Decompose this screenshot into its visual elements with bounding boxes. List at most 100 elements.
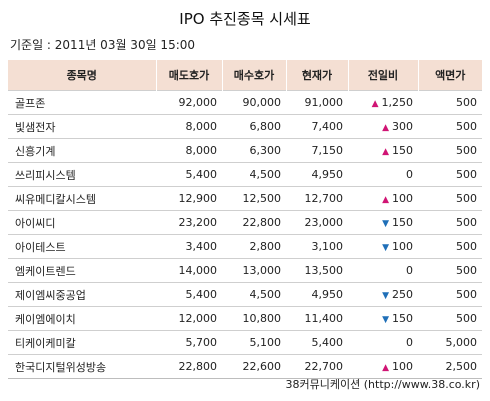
ipo-price-table: 종목명 매도호가 매수호가 현재가 전일비 액면가 골프존 92,000 90,00… [8,60,482,379]
stock-name-cell: 빛샘전자 [8,114,156,139]
up-arrow-icon: ▲ [382,147,389,157]
change-value: 150 [392,144,413,157]
table-row: 아이씨디 23,200 22,800 23,000 ▼ 150 500 [8,210,482,235]
ask-price-cell: 8,000 [156,138,222,163]
stock-name-cell: 티케이케미칼 [8,330,156,355]
down-arrow-icon: ▼ [382,219,389,229]
par-value-cell: 500 [418,162,482,187]
current-price-cell: 11,400 [286,306,348,331]
ask-price-cell: 5,700 [156,330,222,355]
change-value: 150 [392,216,413,229]
table-row: 한국디지털위성방송 22,800 22,600 22,700 ▲ 100 2,500 [8,354,482,379]
down-arrow-icon: ▼ [382,291,389,301]
change-cell: ▲ 100 [348,186,418,211]
par-value-cell: 500 [418,306,482,331]
stock-name-cell: 제이엠씨중공업 [8,282,156,307]
change-cell: ▼ 250 [348,282,418,307]
up-arrow-icon: ▲ [371,99,379,109]
bid-price-cell: 4,500 [222,162,286,187]
bid-price-cell: 2,800 [222,234,286,259]
change-value: 250 [392,288,413,301]
par-value-cell: 500 [418,138,482,163]
change-cell: ▲ 1,250 [348,90,418,115]
current-price-cell: 7,400 [286,114,348,139]
change-cell: ▲ 100 [348,354,418,379]
col-header-par: 액면가 [417,60,482,91]
par-value-cell: 500 [418,282,482,307]
bid-price-cell: 12,500 [222,186,286,211]
stock-name-cell: 씨유메디칼시스템 [8,186,156,211]
change-value: 0 [406,168,413,181]
ask-price-cell: 5,400 [156,162,222,187]
stock-name-cell: 엠케이트렌드 [8,258,156,283]
change-cell: ▼ 100 [348,234,418,259]
change-value: 100 [392,360,413,373]
table-row: 골프존 92,000 90,000 91,000 ▲ 1,250 500 [8,90,482,115]
par-value-cell: 500 [418,90,482,115]
change-value: 0 [406,336,413,349]
change-cell: 0 [348,258,418,283]
up-arrow-icon: ▲ [382,363,389,373]
par-value-cell: 500 [418,234,482,259]
change-value: 300 [392,120,413,133]
current-price-cell: 3,100 [286,234,348,259]
col-header-price: 현재가 [285,60,348,91]
ask-price-cell: 23,200 [156,210,222,235]
current-price-cell: 4,950 [286,282,348,307]
col-header-change: 전일비 [347,60,418,91]
bid-price-cell: 22,800 [222,210,286,235]
stock-name-cell: 케이엠에이치 [8,306,156,331]
page-title: IPO 추진종목 시세표 [179,10,311,28]
bid-price-cell: 6,300 [222,138,286,163]
par-value-cell: 5,000 [418,330,482,355]
par-value-cell: 2,500 [418,354,482,379]
table-header-row: 종목명 매도호가 매수호가 현재가 전일비 액면가 [8,60,482,91]
table-row: 엠케이트렌드 14,000 13,000 13,500 0 500 [8,258,482,283]
down-arrow-icon: ▼ [382,243,389,253]
table-row: 빛샘전자 8,000 6,800 7,400 ▲ 300 500 [8,114,482,139]
current-price-cell: 23,000 [286,210,348,235]
par-value-cell: 500 [418,186,482,211]
change-cell: 0 [348,330,418,355]
stock-name-cell: 신흥기계 [8,138,156,163]
change-value: 1,250 [381,96,414,109]
change-value: 100 [392,240,413,253]
table-row: 쓰리피시스템 5,400 4,500 4,950 0 500 [8,162,482,187]
ask-price-cell: 3,400 [156,234,222,259]
ask-price-cell: 22,800 [156,354,222,379]
change-cell: ▼ 150 [348,210,418,235]
col-header-name: 종목명 [8,60,156,91]
ask-price-cell: 14,000 [156,258,222,283]
table-row: 씨유메디칼시스템 12,900 12,500 12,700 ▲ 100 500 [8,186,482,211]
par-value-cell: 500 [418,258,482,283]
stock-name-cell: 골프존 [8,90,156,115]
stock-name-cell: 아이테스트 [8,234,156,259]
bid-price-cell: 10,800 [222,306,286,331]
ask-price-cell: 8,000 [156,114,222,139]
current-price-cell: 5,400 [286,330,348,355]
source-credit: 38커뮤니케이션 (http://www.38.co.kr) [285,378,480,391]
stock-name-cell: 한국디지털위성방송 [8,354,156,379]
change-cell: ▲ 150 [348,138,418,163]
ask-price-cell: 92,000 [156,90,222,115]
change-cell: ▼ 150 [348,306,418,331]
table-row: 제이엠씨중공업 5,400 4,500 4,950 ▼ 250 500 [8,282,482,307]
current-price-cell: 22,700 [286,354,348,379]
change-value: 0 [406,264,413,277]
table-row: 아이테스트 3,400 2,800 3,100 ▼ 100 500 [8,234,482,259]
par-value-cell: 500 [418,114,482,139]
up-arrow-icon: ▲ [382,123,389,133]
up-arrow-icon: ▲ [382,195,389,205]
bid-price-cell: 4,500 [222,282,286,307]
bid-price-cell: 22,600 [222,354,286,379]
change-cell: 0 [348,162,418,187]
col-header-ask: 매도호가 [155,60,222,91]
down-arrow-icon: ▼ [382,315,389,325]
par-value-cell: 500 [418,210,482,235]
bid-price-cell: 13,000 [222,258,286,283]
table-row: 티케이케미칼 5,700 5,100 5,400 0 5,000 [8,330,482,355]
ask-price-cell: 12,900 [156,186,222,211]
change-value: 150 [392,312,413,325]
bid-price-cell: 6,800 [222,114,286,139]
bid-price-cell: 90,000 [222,90,286,115]
